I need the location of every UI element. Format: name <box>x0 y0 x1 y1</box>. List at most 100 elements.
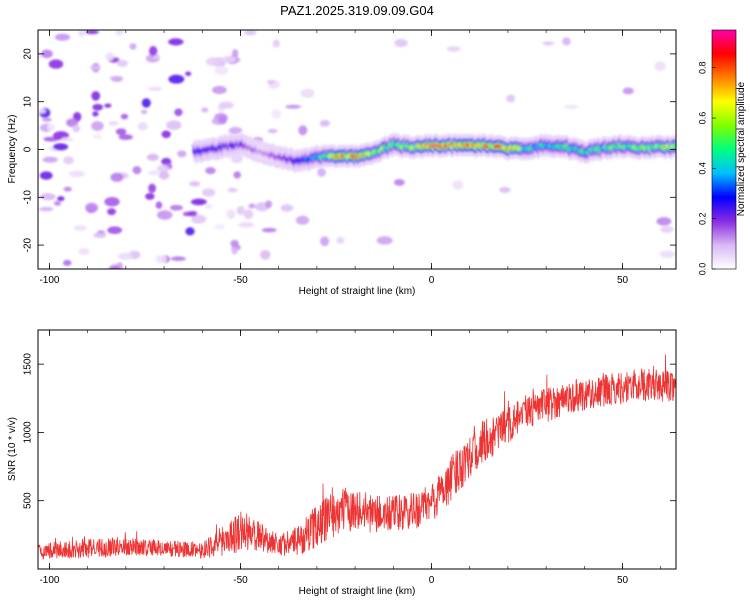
spectrogram-y-axis: -20 -10 0 10 20 <box>23 48 676 252</box>
spectrogram-noise-blob <box>90 64 101 71</box>
spectrogram-noise-blob <box>238 222 254 228</box>
spectrogram-noise-blob <box>272 39 280 48</box>
spectrogram-noise-blob <box>394 38 408 48</box>
snr-y-label: SNR (10 * v/v) <box>7 417 18 481</box>
spectrogram-noise-blob <box>132 166 142 175</box>
spectrogram-noise-blob <box>53 143 69 151</box>
spectrogram-noise-blob <box>261 227 277 233</box>
spectrogram-y-tick-label: -20 <box>23 237 34 252</box>
spectrogram-noise-blob <box>40 193 56 201</box>
spectrogram-noise-blob <box>57 196 65 202</box>
spectrogram-noise-blob <box>47 123 56 132</box>
spectrogram-noise-blob <box>233 171 241 179</box>
spectrogram-noise-blob <box>201 107 209 113</box>
spectrogram-noise-blob <box>63 156 74 165</box>
spectrogram-noise-blob <box>115 30 124 36</box>
spectrogram-noise-blob <box>161 130 171 139</box>
spectrogram-noise-blob <box>563 104 579 110</box>
spectrogram-noise-blob <box>148 183 156 193</box>
spectrogram-noise-blob <box>78 247 90 255</box>
spectrogram-noise-blob <box>53 200 62 206</box>
spectrogram-noise-blob <box>41 49 53 59</box>
spectrogram-noise-blob <box>212 85 227 95</box>
spectrogram-noise-blob <box>654 61 666 72</box>
spectrogram-noise-blob <box>147 86 163 91</box>
spectrogram-noise-blob <box>137 122 148 131</box>
spectrogram-noise-blob <box>205 167 216 175</box>
spectrogram-noise-blob <box>174 108 183 117</box>
spectrogram-noise-blob <box>542 41 554 46</box>
snr-y-tick-label: 1000 <box>23 421 34 444</box>
spectrogram-noise-blob <box>66 118 79 128</box>
spectrogram-x-label: Height of straight line (km) <box>299 286 416 297</box>
spectrogram-noise-blob <box>62 259 72 266</box>
spectrogram-noise-blob <box>236 205 245 215</box>
spectrogram-noise-blob <box>187 210 198 217</box>
spectrogram-noise-blob <box>204 203 213 209</box>
spectrogram-noise-blob <box>201 188 216 197</box>
spectrogram-noise-blob <box>190 198 207 206</box>
spectrogram-x-axis: -100 -50 0 50 <box>39 30 662 286</box>
snr-x-tick-label: -50 <box>233 575 248 586</box>
spectrogram-noise-blob <box>149 45 158 56</box>
spectrogram-noise-blob <box>260 250 271 260</box>
snr-frame <box>37 329 677 570</box>
spectrogram-noise-blob <box>109 76 124 81</box>
spectrogram-noise-blob <box>227 187 238 193</box>
spectrogram-noise-blob <box>110 172 124 182</box>
spectrogram-noise-blob <box>104 197 120 207</box>
spectrogram-noise-blob <box>230 239 239 247</box>
spectrogram-noise-blob <box>105 52 115 61</box>
spectrogram-noise-blob <box>219 101 234 109</box>
spectrogram-noise-blob <box>189 181 201 187</box>
spectrogram-heatmap <box>38 30 676 269</box>
spectrogram-noise-blob <box>91 121 104 131</box>
spectrogram-noise-blob <box>191 214 207 224</box>
spectrogram-noise-blob <box>93 232 107 238</box>
spectrogram-noise-blob <box>221 55 237 63</box>
colorbar-gradient <box>712 30 736 269</box>
snr-x-tick-label: 0 <box>429 575 435 586</box>
spectrogram-noise-blob <box>48 59 64 69</box>
spectrogram-noise-blob <box>54 33 71 41</box>
spectrogram-noise-blob <box>145 193 155 200</box>
spectrogram-x-tick-label: 50 <box>617 275 629 286</box>
colorbar-tick-label: 0.0 <box>697 263 707 276</box>
colorbar-tick-label: 0.6 <box>697 112 707 125</box>
spectrogram-x-tick-label: -50 <box>233 275 248 286</box>
spectrogram-noise-blob <box>280 204 294 212</box>
spectrogram-ridge <box>192 132 676 174</box>
spectrogram-noise-blob <box>243 209 254 220</box>
spectrogram-noise-blob <box>446 46 461 52</box>
spectrogram-noise-blob <box>393 178 405 186</box>
colorbar: 0.0 0.2 0.4 0.6 0.8 Normalized spectral ampl… <box>697 29 747 275</box>
spectrogram-noise-blob <box>68 170 85 178</box>
spectrogram-noise-blob <box>166 120 182 131</box>
snr-x-label: Height of straight line (km) <box>299 586 416 597</box>
spectrogram-noise-blob <box>298 125 308 136</box>
spectrogram-noise-blob <box>108 121 119 126</box>
spectrogram-noise-blob <box>320 236 330 247</box>
spectrogram-noise-blob <box>214 223 225 230</box>
spectrogram-noise-blob <box>226 209 236 220</box>
spectrogram-noise-blob <box>232 49 239 58</box>
spectrogram-ridge-cell <box>672 144 676 149</box>
spectrogram-noise-blob <box>266 79 275 84</box>
spectrogram-noise-blob <box>38 108 46 114</box>
colorbar-tick-label: 0.4 <box>697 162 707 175</box>
colorbar-ticks: 0.0 0.2 0.4 0.6 0.8 <box>697 61 716 275</box>
spectrogram-noise-blob <box>117 252 133 260</box>
spectrogram-noise-blob <box>92 111 99 117</box>
spectrogram-noise-blob <box>39 206 54 212</box>
spectrogram-noise-blob <box>85 202 99 213</box>
spectrogram-noise-blob <box>129 43 137 50</box>
spectrogram-noise-blob <box>300 88 315 98</box>
spectrogram-noise-blob <box>317 167 327 177</box>
spectrogram-noise-blob <box>271 108 282 119</box>
spectrogram-noise-blob <box>155 201 163 209</box>
spectrogram-noise-blob <box>205 57 222 66</box>
spectrogram-noise-blob <box>267 128 278 134</box>
spectrogram-noise-blob <box>452 180 464 190</box>
